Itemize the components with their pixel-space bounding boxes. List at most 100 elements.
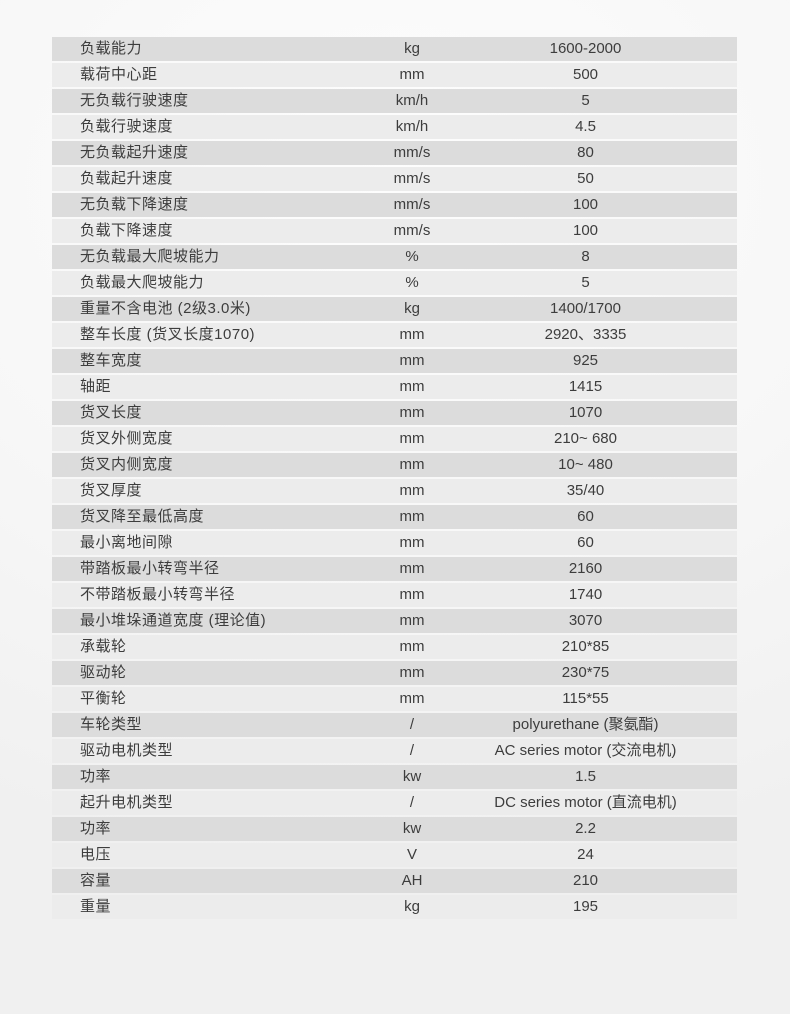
spec-name-cell: 车轮类型 bbox=[80, 716, 143, 733]
spec-value-cell: 500 bbox=[572, 66, 599, 83]
spec-value-cell: 1400/1700 bbox=[550, 300, 621, 317]
spec-value-cell: 10~ 480 bbox=[558, 456, 613, 473]
spec-name-cell: 重量不含电池 (2级3.0米) bbox=[80, 300, 251, 317]
spec-value-cell: 5 bbox=[581, 92, 590, 109]
spec-name-cell: 重量 bbox=[80, 898, 112, 915]
spec-unit-cell: / bbox=[409, 794, 415, 811]
spec-name-cell: 整车长度 (货叉长度1070) bbox=[80, 326, 256, 343]
table-row: 功率 kw 2.2 bbox=[52, 817, 737, 841]
spec-name-cell: 不带踏板最小转弯半径 bbox=[80, 586, 236, 603]
spec-unit-cell: mm bbox=[399, 638, 425, 655]
spec-name-cell: 无负载最大爬坡能力 bbox=[80, 248, 220, 265]
spec-value-cell: 5 bbox=[581, 274, 590, 291]
spec-unit-cell: % bbox=[405, 274, 419, 291]
table-row: 负载行驶速度 km/h 4.5 bbox=[52, 115, 737, 139]
spec-name-cell: 最小堆垛通道宽度 (理论值) bbox=[80, 612, 267, 629]
table-row: 最小堆垛通道宽度 (理论值) mm 3070 bbox=[52, 609, 737, 633]
spec-unit-cell: mm bbox=[399, 690, 425, 707]
spec-unit-cell: mm bbox=[399, 352, 425, 369]
spec-table: 负载能力 kg 1600-2000 载荷中心距 mm 500 无负载行驶速度 k… bbox=[52, 37, 737, 921]
table-row: 负载能力 kg 1600-2000 bbox=[52, 37, 737, 61]
spec-name-cell: 负载最大爬坡能力 bbox=[80, 274, 205, 291]
spec-name-cell: 功率 bbox=[80, 768, 112, 785]
spec-unit-cell: / bbox=[409, 742, 415, 759]
table-row: 驱动电机类型 / AC series motor (交流电机) bbox=[52, 739, 737, 763]
spec-unit-cell: mm bbox=[399, 560, 425, 577]
table-row: 负载下降速度 mm/s 100 bbox=[52, 219, 737, 243]
table-row: 平衡轮 mm 115*55 bbox=[52, 687, 737, 711]
spec-value-cell: 195 bbox=[572, 898, 599, 915]
spec-unit-cell: mm bbox=[399, 378, 425, 395]
spec-name-cell: 起升电机类型 bbox=[80, 794, 174, 811]
table-row: 无负载起升速度 mm/s 80 bbox=[52, 141, 737, 165]
table-row: 货叉长度 mm 1070 bbox=[52, 401, 737, 425]
table-row: 货叉外侧宽度 mm 210~ 680 bbox=[52, 427, 737, 451]
spec-unit-cell: mm bbox=[399, 482, 425, 499]
spec-name-cell: 载荷中心距 bbox=[80, 66, 158, 83]
spec-name-cell: 无负载起升速度 bbox=[80, 144, 189, 161]
spec-value-cell: AC series motor (交流电机) bbox=[494, 742, 677, 759]
table-row: 重量 kg 195 bbox=[52, 895, 737, 919]
spec-name-cell: 负载能力 bbox=[80, 40, 143, 57]
spec-name-cell: 货叉厚度 bbox=[80, 482, 143, 499]
spec-value-cell: 1600-2000 bbox=[549, 40, 622, 57]
spec-value-cell: 2160 bbox=[568, 560, 603, 577]
table-row: 负载最大爬坡能力 % 5 bbox=[52, 271, 737, 295]
spec-unit-cell: mm bbox=[399, 326, 425, 343]
spec-name-cell: 负载起升速度 bbox=[80, 170, 174, 187]
spec-name-cell: 容量 bbox=[80, 872, 112, 889]
table-row: 驱动轮 mm 230*75 bbox=[52, 661, 737, 685]
spec-value-cell: polyurethane (聚氨酯) bbox=[512, 716, 659, 733]
table-row: 容量 AH 210 bbox=[52, 869, 737, 893]
spec-name-cell: 货叉内侧宽度 bbox=[80, 456, 174, 473]
spec-unit-cell: mm/s bbox=[393, 144, 431, 161]
spec-value-cell: 210~ 680 bbox=[554, 430, 617, 447]
spec-name-cell: 最小离地间隙 bbox=[80, 534, 174, 551]
table-row: 无负载最大爬坡能力 % 8 bbox=[52, 245, 737, 269]
spec-name-cell: 驱动轮 bbox=[80, 664, 127, 681]
table-row: 带踏板最小转弯半径 mm 2160 bbox=[52, 557, 737, 581]
table-row: 重量不含电池 (2级3.0米) kg 1400/1700 bbox=[52, 297, 737, 321]
table-row: 轴距 mm 1415 bbox=[52, 375, 737, 399]
spec-unit-cell: mm bbox=[399, 664, 425, 681]
spec-unit-cell: AH bbox=[401, 872, 423, 889]
table-row: 功率 kw 1.5 bbox=[52, 765, 737, 789]
spec-name-cell: 负载行驶速度 bbox=[80, 118, 174, 135]
table-row: 负载起升速度 mm/s 50 bbox=[52, 167, 737, 191]
table-row: 货叉内侧宽度 mm 10~ 480 bbox=[52, 453, 737, 477]
spec-value-cell: DC series motor (直流电机) bbox=[494, 794, 677, 811]
spec-unit-cell: mm bbox=[399, 404, 425, 421]
spec-value-cell: 115*55 bbox=[562, 690, 609, 707]
spec-name-cell: 承载轮 bbox=[80, 638, 127, 655]
table-row: 载荷中心距 mm 500 bbox=[52, 63, 737, 87]
spec-unit-cell: kg bbox=[404, 898, 420, 915]
spec-unit-cell: mm bbox=[399, 586, 425, 603]
spec-unit-cell: mm bbox=[399, 430, 425, 447]
table-row: 车轮类型 / polyurethane (聚氨酯) bbox=[52, 713, 737, 737]
spec-value-cell: 80 bbox=[577, 144, 594, 161]
spec-value-cell: 1415 bbox=[568, 378, 603, 395]
spec-unit-cell: mm bbox=[399, 508, 425, 525]
spec-value-cell: 60 bbox=[577, 508, 594, 525]
spec-value-cell: 925 bbox=[572, 352, 599, 369]
spec-unit-cell: kg bbox=[404, 40, 420, 57]
spec-name-cell: 货叉降至最低高度 bbox=[80, 508, 205, 525]
spec-value-cell: 50 bbox=[577, 170, 594, 187]
spec-value-cell: 1740 bbox=[568, 586, 603, 603]
spec-unit-cell: mm/s bbox=[393, 196, 431, 213]
spec-unit-cell: / bbox=[409, 716, 415, 733]
table-row: 无负载下降速度 mm/s 100 bbox=[52, 193, 737, 217]
spec-value-cell: 35/40 bbox=[566, 482, 605, 499]
spec-value-cell: 1.5 bbox=[575, 768, 596, 785]
spec-value-cell: 8 bbox=[581, 248, 590, 265]
spec-name-cell: 整车宽度 bbox=[80, 352, 143, 369]
table-row: 无负载行驶速度 km/h 5 bbox=[52, 89, 737, 113]
spec-name-cell: 无负载下降速度 bbox=[80, 196, 189, 213]
spec-name-cell: 轴距 bbox=[80, 378, 112, 395]
spec-value-cell: 60 bbox=[577, 534, 594, 551]
spec-unit-cell: kw bbox=[402, 820, 422, 837]
spec-name-cell: 货叉外侧宽度 bbox=[80, 430, 174, 447]
spec-unit-cell: kg bbox=[404, 300, 420, 317]
table-row: 起升电机类型 / DC series motor (直流电机) bbox=[52, 791, 737, 815]
table-row: 货叉降至最低高度 mm 60 bbox=[52, 505, 737, 529]
